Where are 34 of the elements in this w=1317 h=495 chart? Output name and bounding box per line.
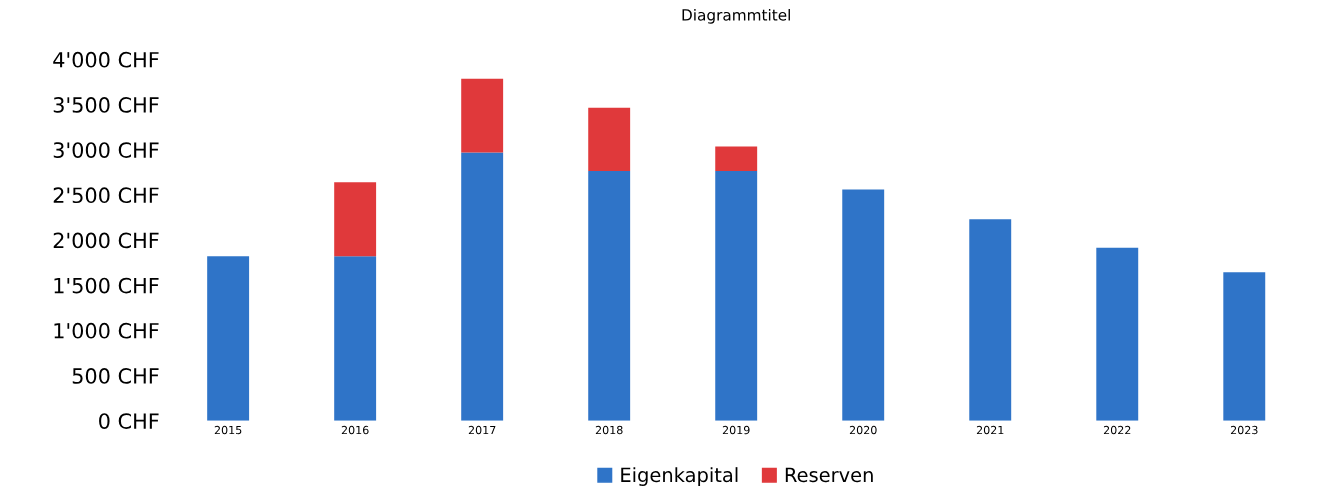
bar: [588, 107, 631, 171]
bar: [334, 256, 377, 421]
x-tick-label: 2022: [1103, 425, 1131, 435]
x-tick-label: 2015: [214, 425, 242, 435]
x-tick-label: 2020: [849, 425, 877, 435]
y-tick-label: 2'500 CHF: [53, 187, 159, 204]
y-tick-label: 3'000 CHF: [53, 142, 159, 158]
chart-title: Diagrammtitel: [682, 8, 790, 24]
bar: [461, 152, 504, 421]
bar: [715, 170, 758, 421]
legend-label: Reserven: [785, 467, 873, 483]
x-tick-label: 2016: [341, 425, 369, 435]
bar: [207, 256, 250, 421]
bar: [334, 182, 377, 257]
y-tick-label: 1'000 CHF: [54, 322, 159, 339]
bar: [1223, 272, 1266, 421]
bar: [461, 78, 504, 153]
x-tick-label: 2023: [1230, 425, 1258, 435]
bar: [969, 219, 1012, 421]
legend-label: Eigenkapital: [621, 467, 738, 486]
y-tick-label: 4'000 CHF: [53, 51, 159, 68]
bar: [842, 189, 885, 421]
bar: [588, 170, 631, 421]
y-tick-label: 2'000 CHF: [53, 232, 159, 249]
y-tick-label: 3'500 CHF: [53, 97, 159, 113]
y-tick-label: 500 CHF: [72, 368, 159, 384]
bar: [715, 146, 758, 171]
y-tick-label: 1'500 CHF: [54, 277, 159, 294]
bar: [1096, 247, 1139, 421]
x-tick-label: 2017: [468, 425, 496, 435]
x-tick-label: 2021: [976, 425, 1004, 435]
y-tick-label: 0 CHF: [99, 413, 159, 429]
x-tick-label: 2018: [595, 425, 623, 435]
x-tick-label: 2019: [722, 425, 750, 435]
